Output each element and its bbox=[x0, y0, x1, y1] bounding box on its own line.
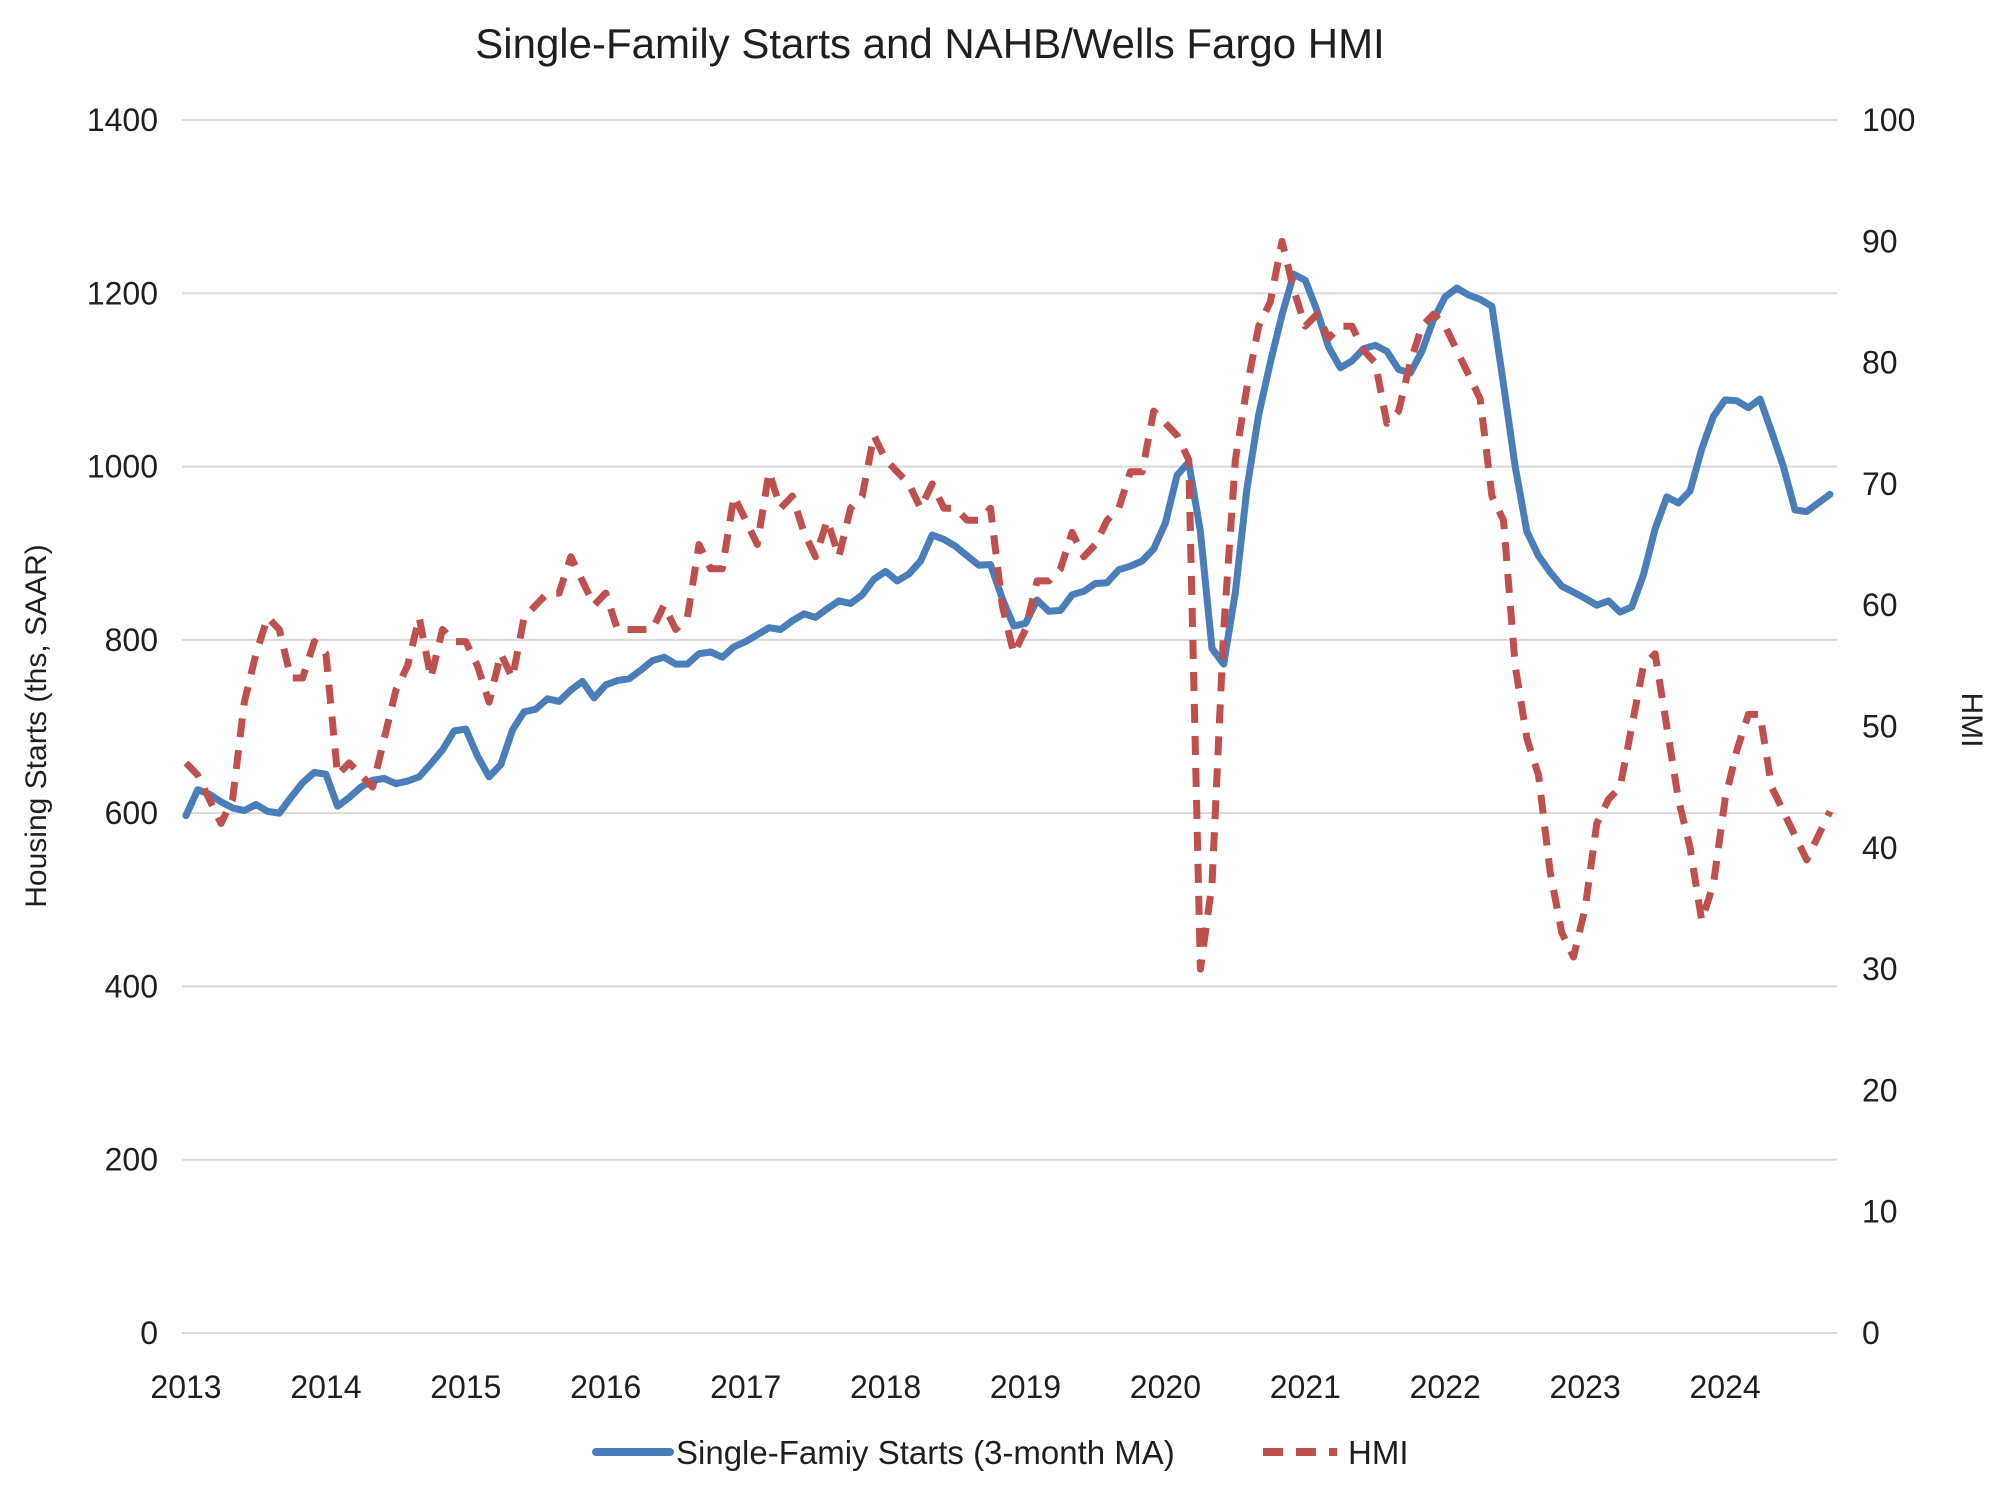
legend-hmi-label: HMI bbox=[1348, 1434, 1409, 1471]
x-year-label: 2022 bbox=[1410, 1369, 1481, 1405]
x-year-label: 2024 bbox=[1689, 1369, 1760, 1405]
y-left-tick-label: 800 bbox=[105, 622, 158, 658]
x-year-label: 2013 bbox=[150, 1369, 221, 1405]
series-lines bbox=[182, 237, 1834, 973]
y-left-tick-label: 400 bbox=[105, 968, 158, 1004]
y-axis-left-title: Housing Starts (ths, SAAR) bbox=[20, 544, 53, 907]
y-right-tick-label: 10 bbox=[1862, 1194, 1898, 1230]
x-year-label: 2015 bbox=[430, 1369, 501, 1405]
y-left-tick-label: 1000 bbox=[87, 449, 158, 485]
y-right-tick-label: 90 bbox=[1862, 223, 1898, 259]
chart-title: Single-Family Starts and NAHB/Wells Farg… bbox=[475, 20, 1384, 67]
y-left-tick-label: 1200 bbox=[87, 275, 158, 311]
y-right-tick-label: 20 bbox=[1862, 1072, 1898, 1108]
x-year-label: 2018 bbox=[850, 1369, 921, 1405]
y-left-tick-label: 1400 bbox=[87, 102, 158, 138]
y-axis-right-title: HMI bbox=[1955, 693, 1988, 748]
y-right-tick-label: 0 bbox=[1862, 1315, 1880, 1351]
x-year-label: 2019 bbox=[990, 1369, 1061, 1405]
axis-ticks: 1400120010008006004002000100908070605040… bbox=[87, 102, 1916, 1405]
y-right-tick-label: 60 bbox=[1862, 587, 1898, 623]
hmi-line bbox=[183, 237, 1834, 973]
y-right-tick-label: 80 bbox=[1862, 345, 1898, 381]
x-year-label: 2020 bbox=[1130, 1369, 1201, 1405]
x-year-label: 2017 bbox=[710, 1369, 781, 1405]
gridlines bbox=[182, 119, 1837, 1334]
y-right-tick-label: 40 bbox=[1862, 830, 1898, 866]
x-year-label: 2023 bbox=[1550, 1369, 1621, 1405]
x-year-label: 2014 bbox=[290, 1369, 361, 1405]
y-left-tick-label: 200 bbox=[105, 1142, 158, 1178]
x-year-label: 2021 bbox=[1270, 1369, 1341, 1405]
y-right-tick-label: 70 bbox=[1862, 466, 1898, 502]
starts-line bbox=[182, 270, 1834, 820]
y-right-tick-label: 30 bbox=[1862, 951, 1898, 987]
x-year-label: 2016 bbox=[570, 1369, 641, 1405]
y-right-tick-label: 100 bbox=[1862, 102, 1915, 138]
y-right-tick-label: 50 bbox=[1862, 709, 1898, 745]
legend: Single-Famiy Starts (3-month MA) HMI bbox=[592, 1434, 1409, 1471]
y-left-tick-label: 0 bbox=[140, 1315, 158, 1351]
y-left-tick-label: 600 bbox=[105, 795, 158, 831]
legend-starts-label: Single-Famiy Starts (3-month MA) bbox=[676, 1434, 1175, 1471]
